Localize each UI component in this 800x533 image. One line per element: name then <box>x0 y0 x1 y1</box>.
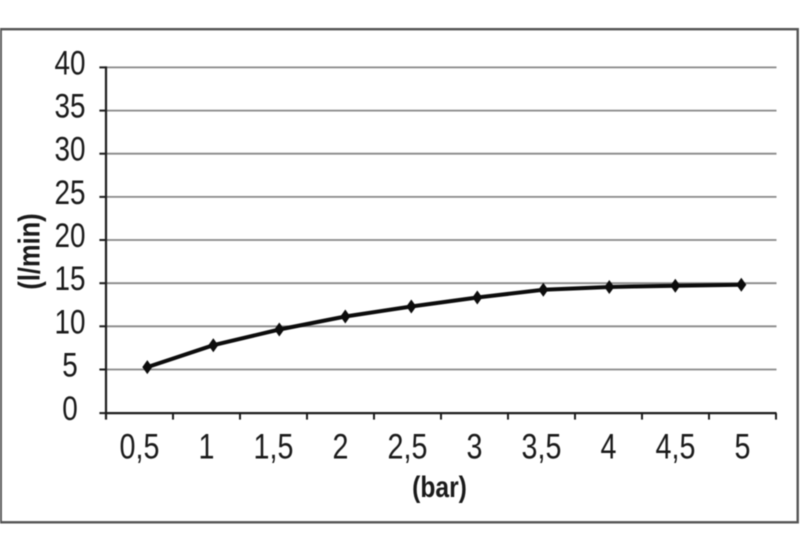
svg-text:4,5: 4,5 <box>656 427 696 466</box>
svg-text:5: 5 <box>62 346 78 384</box>
svg-text:10: 10 <box>54 303 85 341</box>
svg-text:5: 5 <box>735 427 751 466</box>
svg-text:0: 0 <box>62 389 78 427</box>
svg-text:15: 15 <box>54 260 85 298</box>
svg-text:2,5: 2,5 <box>388 427 428 466</box>
svg-text:(bar): (bar) <box>412 470 467 504</box>
svg-text:30: 30 <box>54 130 85 168</box>
svg-text:25: 25 <box>54 173 85 211</box>
svg-text:35: 35 <box>54 87 85 125</box>
svg-text:20: 20 <box>54 216 85 254</box>
svg-text:0,5: 0,5 <box>120 427 160 466</box>
svg-text:3,5: 3,5 <box>522 427 562 466</box>
svg-text:1,5: 1,5 <box>254 427 294 466</box>
svg-text:40: 40 <box>54 44 85 82</box>
svg-text:(l/min): (l/min) <box>12 213 47 289</box>
svg-text:1: 1 <box>199 427 215 466</box>
svg-text:4: 4 <box>601 427 617 466</box>
svg-text:2: 2 <box>333 427 349 466</box>
svg-text:3: 3 <box>467 427 483 466</box>
